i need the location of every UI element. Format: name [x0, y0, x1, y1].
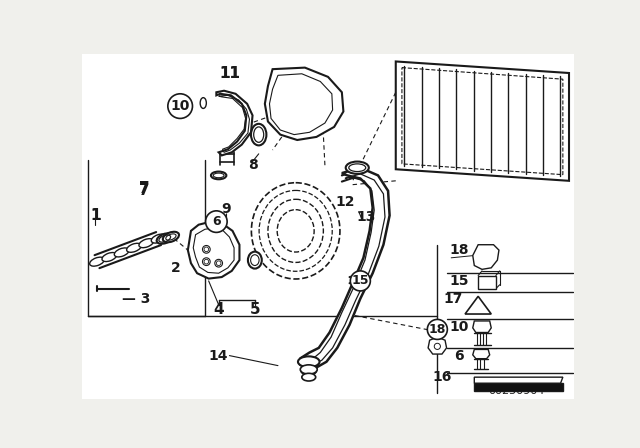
Ellipse shape	[252, 183, 340, 279]
Polygon shape	[473, 245, 499, 269]
Text: 5: 5	[250, 302, 260, 317]
Text: 7: 7	[140, 183, 150, 198]
Polygon shape	[396, 61, 569, 181]
Text: 1: 1	[90, 208, 100, 223]
Ellipse shape	[300, 365, 317, 374]
Circle shape	[202, 258, 210, 266]
Polygon shape	[474, 377, 563, 383]
Ellipse shape	[302, 373, 316, 381]
Circle shape	[205, 211, 227, 233]
Text: 4: 4	[213, 302, 224, 317]
Text: 8: 8	[248, 159, 257, 172]
Ellipse shape	[248, 252, 262, 269]
Ellipse shape	[346, 162, 369, 174]
Circle shape	[428, 319, 447, 340]
Circle shape	[202, 246, 210, 253]
Polygon shape	[428, 337, 447, 354]
Polygon shape	[474, 383, 563, 391]
Text: 15: 15	[449, 274, 468, 288]
Polygon shape	[81, 54, 575, 399]
Text: 11: 11	[219, 65, 240, 81]
Ellipse shape	[151, 234, 166, 243]
Text: 17: 17	[443, 292, 463, 306]
Text: 12: 12	[336, 194, 355, 209]
Polygon shape	[188, 222, 239, 279]
Ellipse shape	[127, 243, 141, 252]
Text: 10: 10	[170, 99, 190, 113]
Polygon shape	[301, 168, 390, 368]
Ellipse shape	[200, 98, 206, 108]
Text: 7: 7	[140, 181, 150, 196]
Text: 15: 15	[351, 275, 369, 288]
Polygon shape	[265, 68, 344, 140]
Ellipse shape	[115, 248, 129, 257]
Text: 10: 10	[449, 320, 468, 334]
Polygon shape	[473, 321, 492, 332]
Ellipse shape	[211, 172, 227, 179]
Text: 16: 16	[432, 370, 452, 384]
Text: 6: 6	[212, 215, 221, 228]
Text: 11: 11	[219, 65, 240, 81]
Ellipse shape	[298, 356, 319, 367]
Text: 6: 6	[454, 349, 464, 362]
Text: 2: 2	[171, 261, 180, 275]
Text: 13: 13	[357, 210, 376, 224]
Text: 18: 18	[429, 323, 446, 336]
Ellipse shape	[157, 233, 173, 244]
Ellipse shape	[139, 239, 154, 248]
Polygon shape	[473, 349, 490, 359]
Circle shape	[215, 259, 223, 267]
Polygon shape	[216, 90, 253, 155]
Circle shape	[350, 271, 371, 291]
Polygon shape	[478, 276, 496, 289]
Circle shape	[168, 94, 193, 118]
Text: 18: 18	[449, 243, 468, 257]
Text: 14: 14	[209, 349, 228, 362]
Polygon shape	[465, 296, 492, 314]
Ellipse shape	[102, 253, 116, 262]
Text: 17: 17	[472, 303, 484, 313]
Ellipse shape	[90, 257, 104, 266]
Text: 00250904: 00250904	[488, 386, 545, 396]
Text: — 3: — 3	[122, 292, 150, 306]
Text: 1: 1	[90, 208, 100, 223]
Ellipse shape	[251, 124, 266, 146]
Ellipse shape	[163, 232, 179, 242]
Text: 9: 9	[221, 202, 231, 216]
